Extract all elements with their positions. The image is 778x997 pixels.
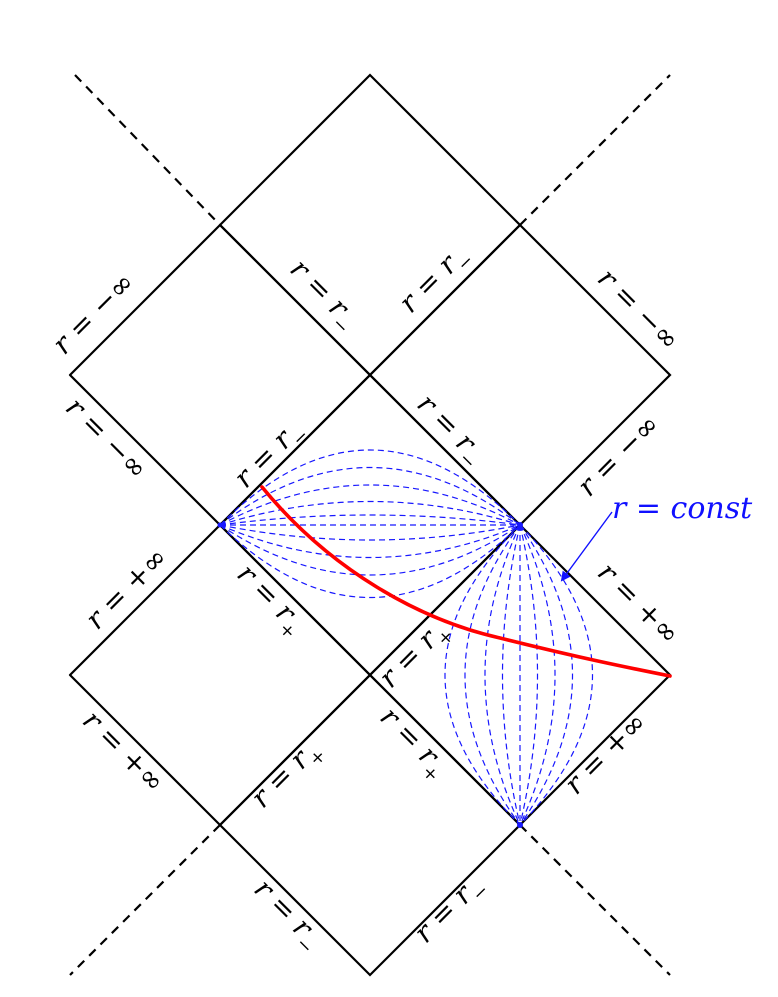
label-r-pos-inf-2: r = +∞ [591,556,686,651]
r-const-label: r = const [612,491,753,526]
label-r-neg-inf-2: r = −∞ [59,391,154,486]
label-r-plus-1: r = r+ [226,557,312,643]
dashed-extensions [69,74,671,976]
label-r-minus-1: r = r− [279,252,365,338]
label-r-pos-inf-1: r = +∞ [79,541,174,636]
red-trajectory [260,485,672,678]
label-r-neg-inf-1: r = −∞ [46,266,141,361]
vertex-dots [217,522,523,828]
const-r-curves-center [219,449,521,599]
label-r-plus-4: r = r+ [369,700,455,786]
label-r-pos-inf-4: r = +∞ [558,706,653,801]
label-r-minus-4: r = r− [406,387,492,473]
label-r-pos-inf-3: r = +∞ [76,704,171,799]
const-arrow [560,511,613,582]
label-r-plus-3: r = r+ [244,732,330,818]
label-r-minus-5: r = r− [243,872,329,958]
label-r-minus-6: r = r− [407,867,493,953]
label-r-minus-3: r = r− [227,412,313,498]
label-r-neg-inf-4: r = −∞ [571,408,666,503]
const-r-curves-lower-right [444,524,594,826]
